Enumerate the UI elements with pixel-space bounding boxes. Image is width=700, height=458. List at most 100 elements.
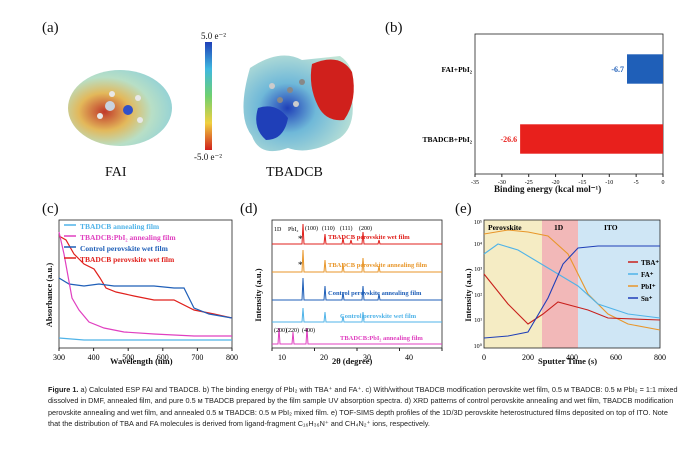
- chart-e-xtick: 0: [482, 353, 486, 362]
- chart-e-yticks: 10⁰ 10¹ 10² 10³ 10⁴ 10⁵: [474, 220, 483, 350]
- chart-b-xtick: -35: [471, 180, 479, 186]
- chart-c-frame: [58, 219, 233, 349]
- chart-e-xtick: 800: [654, 353, 666, 362]
- panel-d-label: (d): [240, 201, 258, 217]
- chart-b-xlabel: Binding energy (kcal mol⁻¹): [494, 184, 602, 194]
- bar-value-label: -26.6: [500, 135, 517, 144]
- xrd-peak-label: (100): [305, 225, 318, 232]
- caption-lead: Figure 1.: [48, 385, 79, 394]
- bar-category-label: TBADCB+PbI₂: [423, 135, 473, 144]
- chart-d-xtick: 30: [363, 353, 371, 362]
- xrd-chart: 1D PbI₂ (100) (110) (111) (200) (200) (2…: [271, 219, 443, 362]
- region-perovskite: [484, 220, 542, 348]
- esp-color-scale: [205, 42, 212, 150]
- trace-tbadcb-annealing: [272, 249, 442, 273]
- chart-e-ylabel: Intensity (a.u.): [463, 268, 473, 322]
- legend-c-item: Control perovskite wet film: [80, 244, 168, 253]
- xrd-peak-label: (400): [302, 327, 315, 334]
- xrd-trace-label: Control perovskite wet film: [340, 313, 417, 320]
- xrd-peak-label: (220): [286, 327, 299, 334]
- legend-c-item: TBADCB annealing film: [80, 222, 160, 231]
- legend-e-item: FA⁺: [641, 271, 654, 279]
- chart-e-frame: [483, 219, 661, 349]
- esp-panel: [68, 42, 354, 152]
- chart-c-xticks: 300 400 500 600 700 800: [53, 348, 238, 362]
- chart-e-ytick: 10⁵: [474, 220, 482, 226]
- chart-c-ylabel: Absorbance (a.u.): [44, 262, 54, 328]
- chart-c-xtick: 300: [53, 353, 65, 362]
- esp-scale-max: 5.0 e⁻²: [201, 31, 226, 41]
- xrd-trace-label: Control perovskite annealing film: [328, 290, 422, 297]
- legend-e-item: TBA⁺: [641, 259, 659, 267]
- figure-caption: Figure 1. a) Calculated ESP FAI and TBAD…: [48, 384, 678, 430]
- caption-text: a) Calculated ESP FAI and TBADCB. b) The…: [48, 385, 678, 429]
- legend-c-item: TBADCB:PbI₂ annealing film: [80, 233, 176, 242]
- tbadcb-label: TBADCB: [266, 165, 323, 180]
- bar-category-label: FAI+PbI₂: [441, 65, 472, 74]
- region-label: ITO: [604, 223, 618, 232]
- chart-e-xticks: 0 200 400 600 800: [482, 353, 666, 362]
- chart-e-xtick: 600: [610, 353, 622, 362]
- xrd-peak-label: (111): [340, 225, 353, 232]
- chart-c-xtick: 700: [191, 353, 203, 362]
- region-label: Perovskite: [488, 223, 522, 232]
- chart-e-ytick: 10⁰: [474, 343, 483, 350]
- chart-c-xtick: 500: [122, 353, 134, 362]
- curve-pbi: [483, 229, 661, 331]
- tof-sims-chart: TBA⁺ FA⁺ PbI⁺ Sn⁺ Perovskite 1D ITO 0 20…: [474, 219, 666, 362]
- chart-b-xtick: -5: [634, 180, 639, 186]
- fai-esp-surface: [68, 70, 172, 146]
- chart-e-ytick: 10⁴: [474, 242, 482, 248]
- chart-c-xlabel: Wavelength (nm): [110, 356, 173, 366]
- chart-c-xtick: 400: [88, 353, 100, 362]
- chart-e-xtick: 200: [522, 353, 534, 362]
- chart-b-xtick: -10: [605, 180, 613, 186]
- curve-control-wet: [58, 277, 233, 319]
- trace-control-annealing: [272, 277, 442, 301]
- uv-absorption-chart: 300 400 500 600 700 800: [53, 219, 238, 362]
- curve-tbadcb-pbi2: [58, 231, 232, 337]
- xrd-star-marker: *: [298, 234, 303, 244]
- xrd-marker-1d: 1D: [274, 227, 282, 233]
- chart-d-ylabel: Intensity (a.u.): [253, 268, 263, 322]
- chart-b-xtick: -30: [498, 180, 506, 186]
- esp-scale-min: -5.0 e⁻²: [194, 152, 222, 162]
- panel-b-label: (b): [385, 20, 403, 36]
- chart-b-xtick: 0: [662, 180, 665, 186]
- chart-c-xtick: 800: [226, 353, 238, 362]
- trace-tbadcb-wet: [272, 223, 442, 245]
- panel-e-label: (e): [455, 201, 472, 217]
- region-label: 1D: [554, 223, 564, 232]
- trace-control-wet: [272, 307, 442, 323]
- chart-b-frame: [474, 33, 664, 175]
- bar: [520, 124, 663, 154]
- chart-e-ytick: 10¹: [474, 318, 482, 324]
- chart-d-xlabel: 2θ (degree): [332, 356, 373, 366]
- chart-e-ytick: 10³: [474, 267, 482, 273]
- fai-label: FAI: [105, 165, 127, 180]
- xrd-star-marker: *: [298, 260, 303, 270]
- chart-b-xtick: -25: [525, 180, 533, 186]
- xrd-peak-label: (110): [322, 225, 335, 232]
- xrd-trace-label: TBADCB perovskite annealing film: [328, 262, 428, 269]
- legend-e-item: Sn⁺: [641, 295, 653, 303]
- chart-d-xtick: 20: [320, 353, 328, 362]
- xrd-trace-label: TBADCB:PbI₂ annealing film: [340, 335, 423, 342]
- curve-tbadcb-annealing: [58, 337, 232, 341]
- chart-d-xtick: 10: [278, 353, 286, 362]
- curve-tbadcb-wet: [58, 235, 233, 319]
- chart-d-xticks: 10 20 30 40: [271, 348, 443, 362]
- legend-e-item: PbI⁺: [641, 283, 656, 291]
- region-ito: [578, 220, 660, 348]
- curve-sn: [483, 245, 660, 339]
- region-1d: [542, 220, 578, 348]
- trace-tbadcb-pbi2: [272, 327, 442, 345]
- chart-e-ytick: 10²: [474, 293, 482, 299]
- chart-e-xtick: 400: [566, 353, 578, 362]
- panel-c-label: (c): [42, 201, 59, 217]
- bar: [627, 54, 663, 84]
- xrd-peak-label: (200): [359, 225, 372, 232]
- bar-value-label: -6.7: [611, 65, 624, 74]
- xrd-marker-pbi2: PbI₂: [288, 227, 298, 233]
- chart-c-xtick: 600: [157, 353, 169, 362]
